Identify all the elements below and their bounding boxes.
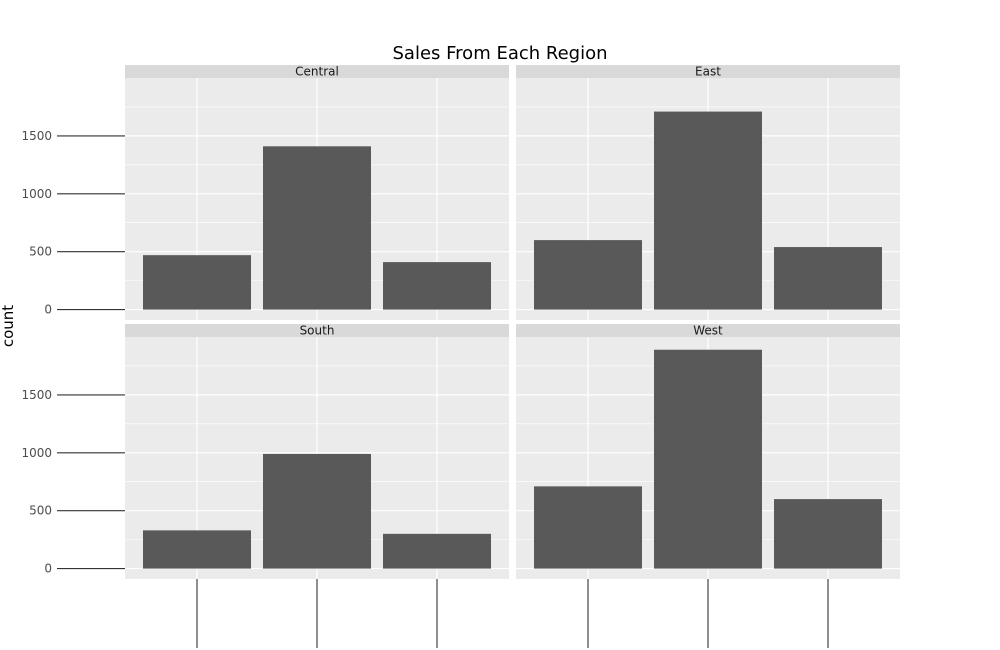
bar — [143, 530, 251, 569]
y-tick-label: 1500 — [21, 129, 52, 143]
bar — [774, 499, 882, 569]
bar — [383, 262, 491, 310]
facet-strip — [516, 324, 900, 337]
y-tick-label: 0 — [44, 562, 52, 576]
chart-title: Sales From Each Region — [393, 43, 608, 64]
bar — [143, 255, 251, 310]
y-tick-label: 1000 — [21, 446, 52, 460]
bar — [263, 453, 371, 569]
bar — [654, 349, 762, 569]
bar — [774, 247, 882, 310]
bar — [383, 533, 491, 569]
bar — [263, 146, 371, 310]
facet-strip-label: West — [693, 324, 723, 338]
bar — [534, 486, 642, 569]
facet-panels: Central 0 500 1000 1500 East South 0 500 1000 1500… — [21, 65, 900, 648]
y-tick-label: 500 — [29, 245, 52, 259]
bar — [654, 111, 762, 310]
facet-strip-label: East — [695, 65, 721, 79]
y-tick-label: 1000 — [21, 187, 52, 201]
y-tick-label: 1500 — [21, 388, 52, 402]
facet-strip-label: Central — [295, 65, 339, 79]
facet-strip — [125, 324, 509, 337]
y-axis-title: count — [0, 305, 17, 347]
facet-strip-label: South — [300, 324, 335, 338]
y-tick-label: 500 — [29, 504, 52, 518]
y-tick-label: 0 — [44, 303, 52, 317]
bar — [534, 240, 642, 310]
facet-strip — [125, 65, 509, 78]
facet-strip — [516, 65, 900, 78]
